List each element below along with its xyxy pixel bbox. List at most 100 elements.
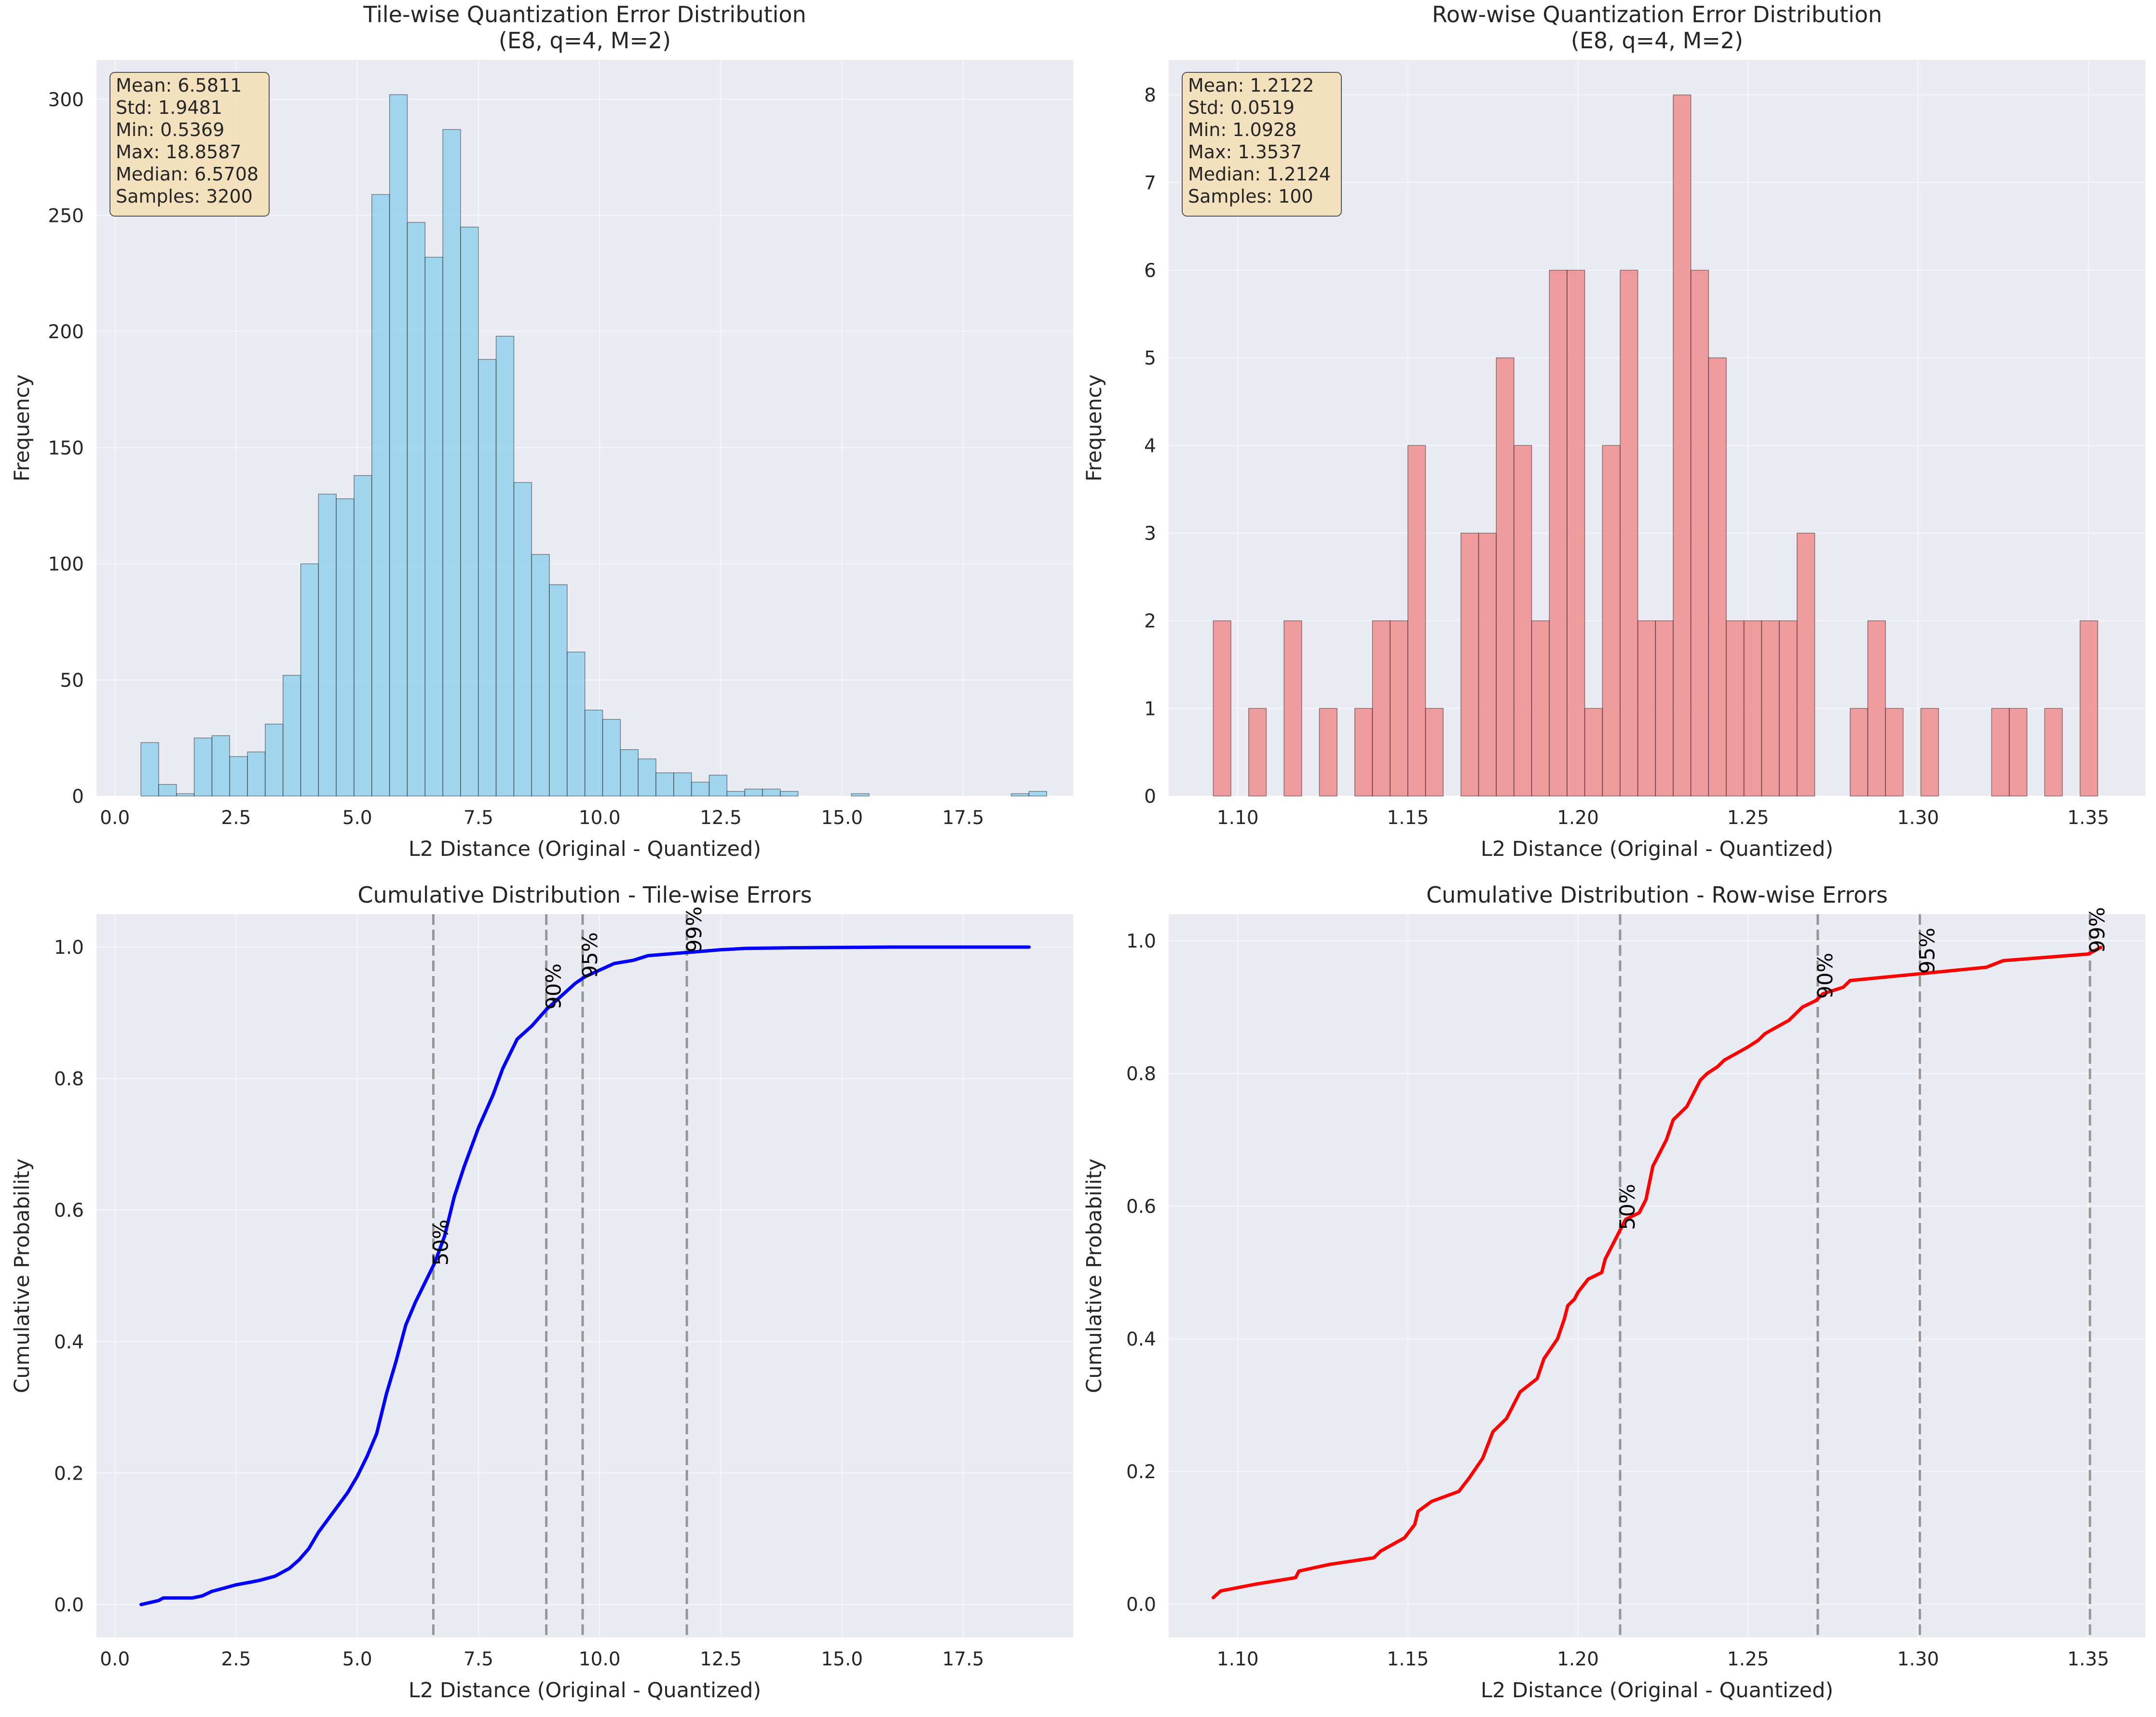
x-tick-label: 7.5	[464, 807, 493, 829]
histogram-bar	[176, 793, 195, 797]
x-tick-label: 1.20	[1557, 1648, 1599, 1670]
stats-line: Std: 0.0519	[1188, 97, 1295, 118]
stats-line: Mean: 1.2122	[1188, 75, 1314, 96]
histogram-bar	[1796, 533, 1815, 797]
percentile-label: 95%	[1915, 928, 1939, 974]
x-tick-label: 1.15	[1387, 807, 1429, 829]
chart-title: Tile-wise Quantization Error Distributio…	[363, 1, 806, 27]
histogram-bar	[407, 222, 426, 797]
x-tick-label: 15.0	[821, 807, 863, 829]
histogram-bar	[158, 784, 177, 797]
stats-line: Samples: 100	[1188, 186, 1313, 207]
y-tick-label: 1	[1144, 698, 1156, 720]
y-tick-label: 0.4	[54, 1332, 84, 1353]
percentile-label: 90%	[1814, 953, 1838, 999]
histogram-bar	[531, 554, 550, 797]
histogram-bar	[193, 737, 213, 797]
histogram-bar	[1531, 620, 1550, 797]
histogram-bar	[1708, 357, 1727, 797]
x-tick-label: 1.25	[1727, 1648, 1769, 1670]
histogram-bar	[318, 494, 337, 797]
y-axis-label: Frequency	[1082, 374, 1106, 481]
percentile-label: 50%	[429, 1220, 453, 1266]
histogram-bar	[602, 719, 621, 797]
y-tick-label: 250	[48, 206, 84, 227]
histogram-bar	[442, 129, 461, 797]
stats-line: Samples: 3200	[116, 186, 253, 207]
y-tick-label: 0.6	[54, 1200, 84, 1222]
histogram-bar	[1920, 708, 1939, 797]
histogram-bar	[1779, 620, 1798, 797]
x-tick-label: 2.5	[221, 1648, 251, 1670]
percentile-label: 99%	[682, 907, 707, 953]
histogram-bar	[2009, 708, 2028, 797]
stats-line: Median: 1.2124	[1188, 164, 1331, 185]
percentile-label: 99%	[2086, 907, 2110, 953]
stats-box	[109, 72, 270, 217]
chart-title: Cumulative Distribution - Tile-wise Erro…	[358, 882, 812, 908]
row-histogram-panel: 1.10 1.15 1.20 1.25 1.30 1.35 0 1 2 3 4 5 6 7 8 L2 Dist…	[1082, 1, 2145, 861]
x-tick-label: 5.0	[342, 807, 372, 829]
x-tick-label: 12.5	[700, 1648, 742, 1670]
y-tick-label: 0.8	[54, 1069, 84, 1090]
stats-box	[1182, 72, 1342, 217]
histogram-bar	[1690, 270, 1709, 797]
stats-line: Mean: 6.5811	[116, 75, 242, 96]
histogram-bar	[1850, 708, 1869, 797]
y-axis-label: Cumulative Probability	[10, 1158, 34, 1393]
histogram-bar	[1354, 708, 1373, 797]
histogram-bar	[2079, 620, 2099, 797]
y-tick-label: 0.2	[54, 1463, 84, 1484]
histogram-bar	[1885, 708, 1904, 797]
percentile-label: 50%	[1616, 1184, 1640, 1230]
percentile-label: 90%	[542, 963, 566, 1010]
chart-title: Row-wise Quantization Error Distribution	[1432, 1, 1882, 27]
y-tick-label: 50	[60, 670, 84, 691]
histogram-bar	[460, 226, 479, 797]
x-tick-label: 17.5	[942, 1648, 984, 1670]
histogram-bar	[1655, 620, 1674, 797]
histogram-bar	[478, 359, 497, 797]
y-tick-label: 0.6	[1126, 1196, 1156, 1218]
histogram-bar	[1319, 708, 1337, 797]
stats-line: Max: 18.8587	[116, 141, 242, 163]
histogram-bar	[1991, 708, 2010, 797]
tile-cdf-panel: 0.0 2.5 5.0 7.5 10.0 12.5 15.0 17.5 0.0 0.2 0.4 0.6…	[10, 882, 1073, 1703]
histogram-bar	[389, 94, 408, 797]
histogram-bar	[1637, 620, 1656, 797]
histogram-bar	[709, 774, 728, 797]
histogram-bar	[1567, 270, 1585, 797]
histogram-bar	[1620, 270, 1638, 797]
histogram-bar	[1213, 620, 1231, 797]
histogram-bar	[424, 257, 443, 797]
histogram-bar	[229, 756, 248, 797]
histogram-bar	[1407, 445, 1426, 797]
histogram-bar	[300, 563, 319, 797]
x-tick-label: 0.0	[100, 807, 130, 829]
y-axis-label: Cumulative Probability	[1082, 1158, 1106, 1393]
y-axis-label: Frequency	[10, 374, 34, 481]
x-tick-label: 15.0	[821, 1648, 863, 1670]
cdf-line	[139, 945, 1031, 1607]
histogram-bar	[638, 758, 656, 797]
x-tick-label: 1.15	[1387, 1648, 1429, 1670]
histogram-bar	[1673, 94, 1692, 797]
histogram-bar	[2044, 708, 2063, 797]
x-tick-label: 1.30	[1897, 1648, 1939, 1670]
chart-subtitle: (E8, q=4, M=2)	[1571, 27, 1743, 54]
histogram-bar	[354, 475, 372, 797]
histogram-bar	[762, 788, 781, 797]
histogram-bar	[371, 194, 390, 797]
x-axis-label: L2 Distance (Original - Quantized)	[409, 1678, 761, 1703]
histogram-bar	[282, 674, 301, 797]
x-tick-label: 1.10	[1217, 1648, 1259, 1670]
x-axis-label: L2 Distance (Original - Quantized)	[1481, 837, 1833, 861]
y-tick-label: 200	[48, 321, 84, 343]
histogram-bar	[1496, 357, 1515, 797]
y-tick-label: 8	[1144, 85, 1156, 107]
x-tick-label: 5.0	[342, 1648, 372, 1670]
histogram-bar	[726, 791, 745, 797]
y-tick-label: 2	[1144, 611, 1156, 632]
stats-line: Std: 1.9481	[116, 97, 222, 118]
histogram-bar	[265, 724, 284, 797]
